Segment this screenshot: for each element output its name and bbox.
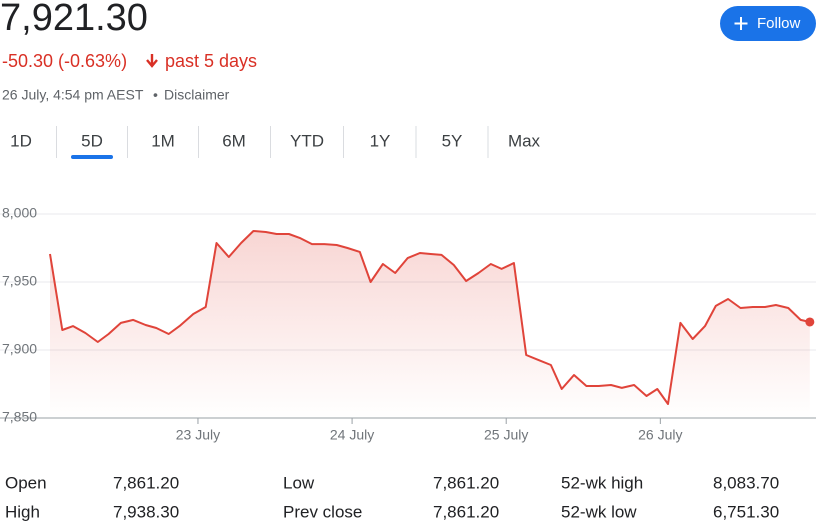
plus-icon[interactable]	[734, 17, 748, 30]
stat-label: 52-wk high	[561, 473, 643, 492]
tab[interactable]: 6M	[222, 131, 246, 150]
follow-label[interactable]: Follow	[757, 15, 801, 32]
disclaimer[interactable]: Disclaimer	[164, 87, 230, 103]
price: 7,921.30	[0, 0, 148, 39]
stat-value: 7,938.30	[113, 502, 179, 521]
tab[interactable]: 5Y	[442, 131, 463, 150]
x-tick-label: 23 July	[176, 427, 220, 443]
separator-dot: •	[153, 87, 158, 103]
tab[interactable]: 1M	[151, 131, 175, 150]
x-tick-label: 26 July	[638, 427, 682, 443]
y-tick-label: 7,900	[2, 341, 37, 357]
y-tick-label: 8,000	[2, 205, 37, 221]
stat-value: 6,751.30	[713, 502, 779, 521]
tab[interactable]: 5D	[81, 131, 103, 150]
timestamp: 26 July, 4:54 pm AEST	[2, 87, 144, 103]
follow-bg[interactable]	[720, 6, 816, 41]
stat-value: 7,861.20	[433, 473, 499, 492]
y-tick-label: 7,850	[2, 409, 37, 425]
tab[interactable]: 1D	[10, 131, 32, 150]
price-line	[49, 230, 811, 405]
stats: Open 7,861.20 High 7,938.30 Low 7,861.20 Prev …	[5, 473, 779, 521]
stat-label: Low	[283, 473, 315, 492]
period: past 5 days	[165, 51, 257, 71]
stat-value: 7,861.20	[113, 473, 179, 492]
x-tick-label: 24 July	[330, 427, 374, 443]
tabs: 1D 5D 1M 6M YTD 1Y 5Y Max	[10, 126, 541, 159]
chart: 7,850 7,900 7,950 8,000 23 July 24 July 25 Jul…	[0, 205, 816, 443]
y-tick-label: 7,950	[2, 273, 37, 289]
follow-button[interactable]: Follow	[720, 6, 816, 41]
tab-indicator	[71, 155, 113, 159]
stat-label: Open	[5, 473, 47, 492]
change: -50.30 (-0.63%)	[2, 51, 127, 71]
stat-value: 7,861.20	[433, 502, 499, 521]
tab[interactable]: 1Y	[370, 131, 391, 150]
last-point	[805, 317, 815, 327]
tab[interactable]: YTD	[290, 131, 324, 150]
x-tick-label: 25 July	[484, 427, 528, 443]
stat-value: 8,083.70	[713, 473, 779, 492]
stat-label: Prev close	[283, 502, 362, 521]
down-arrow	[146, 54, 158, 68]
stat-label: High	[5, 502, 40, 521]
stat-label: 52-wk low	[561, 502, 637, 521]
area	[50, 231, 810, 418]
tab[interactable]: Max	[508, 131, 541, 150]
